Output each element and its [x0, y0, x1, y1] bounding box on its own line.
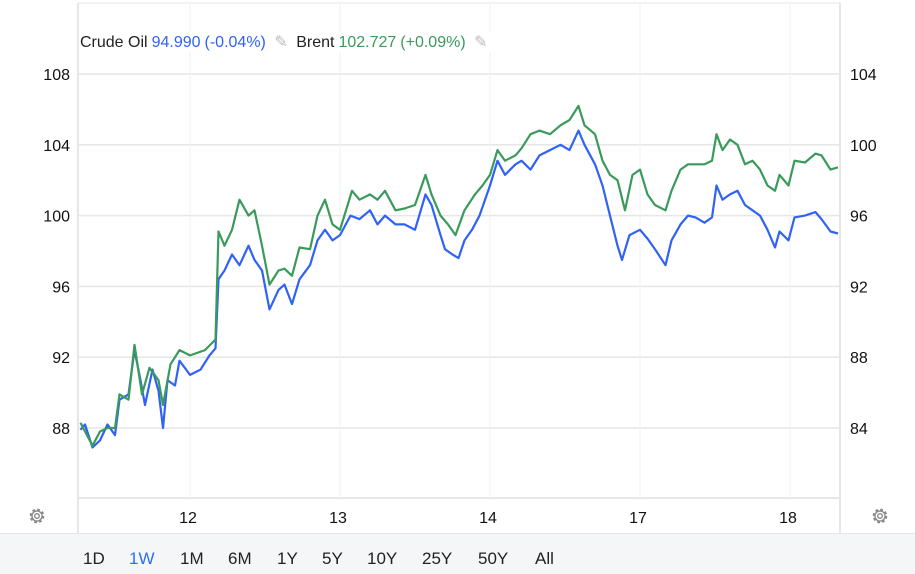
x-axis-tick: 17 [629, 510, 647, 527]
brent-price: 102.727 [338, 34, 397, 51]
range-6m[interactable]: 6M [228, 549, 252, 568]
range-1m[interactable]: 1M [180, 549, 204, 568]
x-axis-tick: 18 [779, 510, 797, 527]
left-settings-gear-icon[interactable] [26, 505, 48, 527]
range-50y[interactable]: 50Y [478, 549, 509, 568]
crude-price: 94.990 [151, 34, 201, 51]
range-1d[interactable]: 1D [83, 549, 105, 568]
series-line-brent [79, 104, 839, 447]
left-axis-tick: 104 [43, 138, 70, 155]
range-25y[interactable]: 25Y [422, 549, 453, 568]
edit-crude-pencil-icon[interactable]: ✎ [274, 34, 288, 51]
grid [77, 2, 841, 533]
range-selector: 1D 1W 1M 6M 1Y 5Y 10Y 25Y 50Y All [0, 533, 915, 574]
right-axis-tick: 104 [850, 67, 877, 84]
range-10y[interactable]: 10Y [367, 549, 398, 568]
range-all[interactable]: All [535, 549, 554, 568]
right-settings-gear-icon[interactable] [869, 505, 891, 527]
left-axis-tick: 96 [52, 279, 70, 296]
x-axis-tick: 14 [479, 510, 497, 527]
x-axis-tick: 12 [179, 510, 197, 527]
range-1w[interactable]: 1W [129, 549, 155, 568]
left-axis-tick: 108 [43, 67, 70, 84]
crude-name: Crude Oil [80, 34, 148, 51]
right-axis-tick: 100 [850, 138, 877, 155]
range-1y[interactable]: 1Y [277, 549, 298, 568]
x-axis-tick: 13 [329, 510, 347, 527]
series-line-crude-oil [79, 129, 839, 449]
series-lines [79, 104, 839, 449]
left-axis-tick: 92 [52, 350, 70, 367]
right-axis-tick: 88 [850, 350, 868, 367]
left-axis-tick: 88 [52, 421, 70, 438]
brent-change: (+0.09%) [400, 34, 466, 51]
right-axis-tick: 84 [850, 421, 868, 438]
edit-brent-pencil-icon[interactable]: ✎ [474, 34, 488, 51]
crude-change: (-0.04%) [204, 34, 266, 51]
axis-ticks: 108 104 100 96 92 88 104 100 96 92 88 84 12 13 14 17 18 [43, 67, 877, 527]
right-axis-tick: 96 [850, 209, 868, 226]
range-5y[interactable]: 5Y [322, 549, 343, 568]
left-axis-tick: 100 [43, 209, 70, 226]
brent-name: Brent [296, 34, 335, 51]
legend: Crude Oil 94.990 (-0.04%) ✎ Brent 102.727 (+… [80, 32, 492, 52]
right-axis-tick: 92 [850, 279, 868, 296]
